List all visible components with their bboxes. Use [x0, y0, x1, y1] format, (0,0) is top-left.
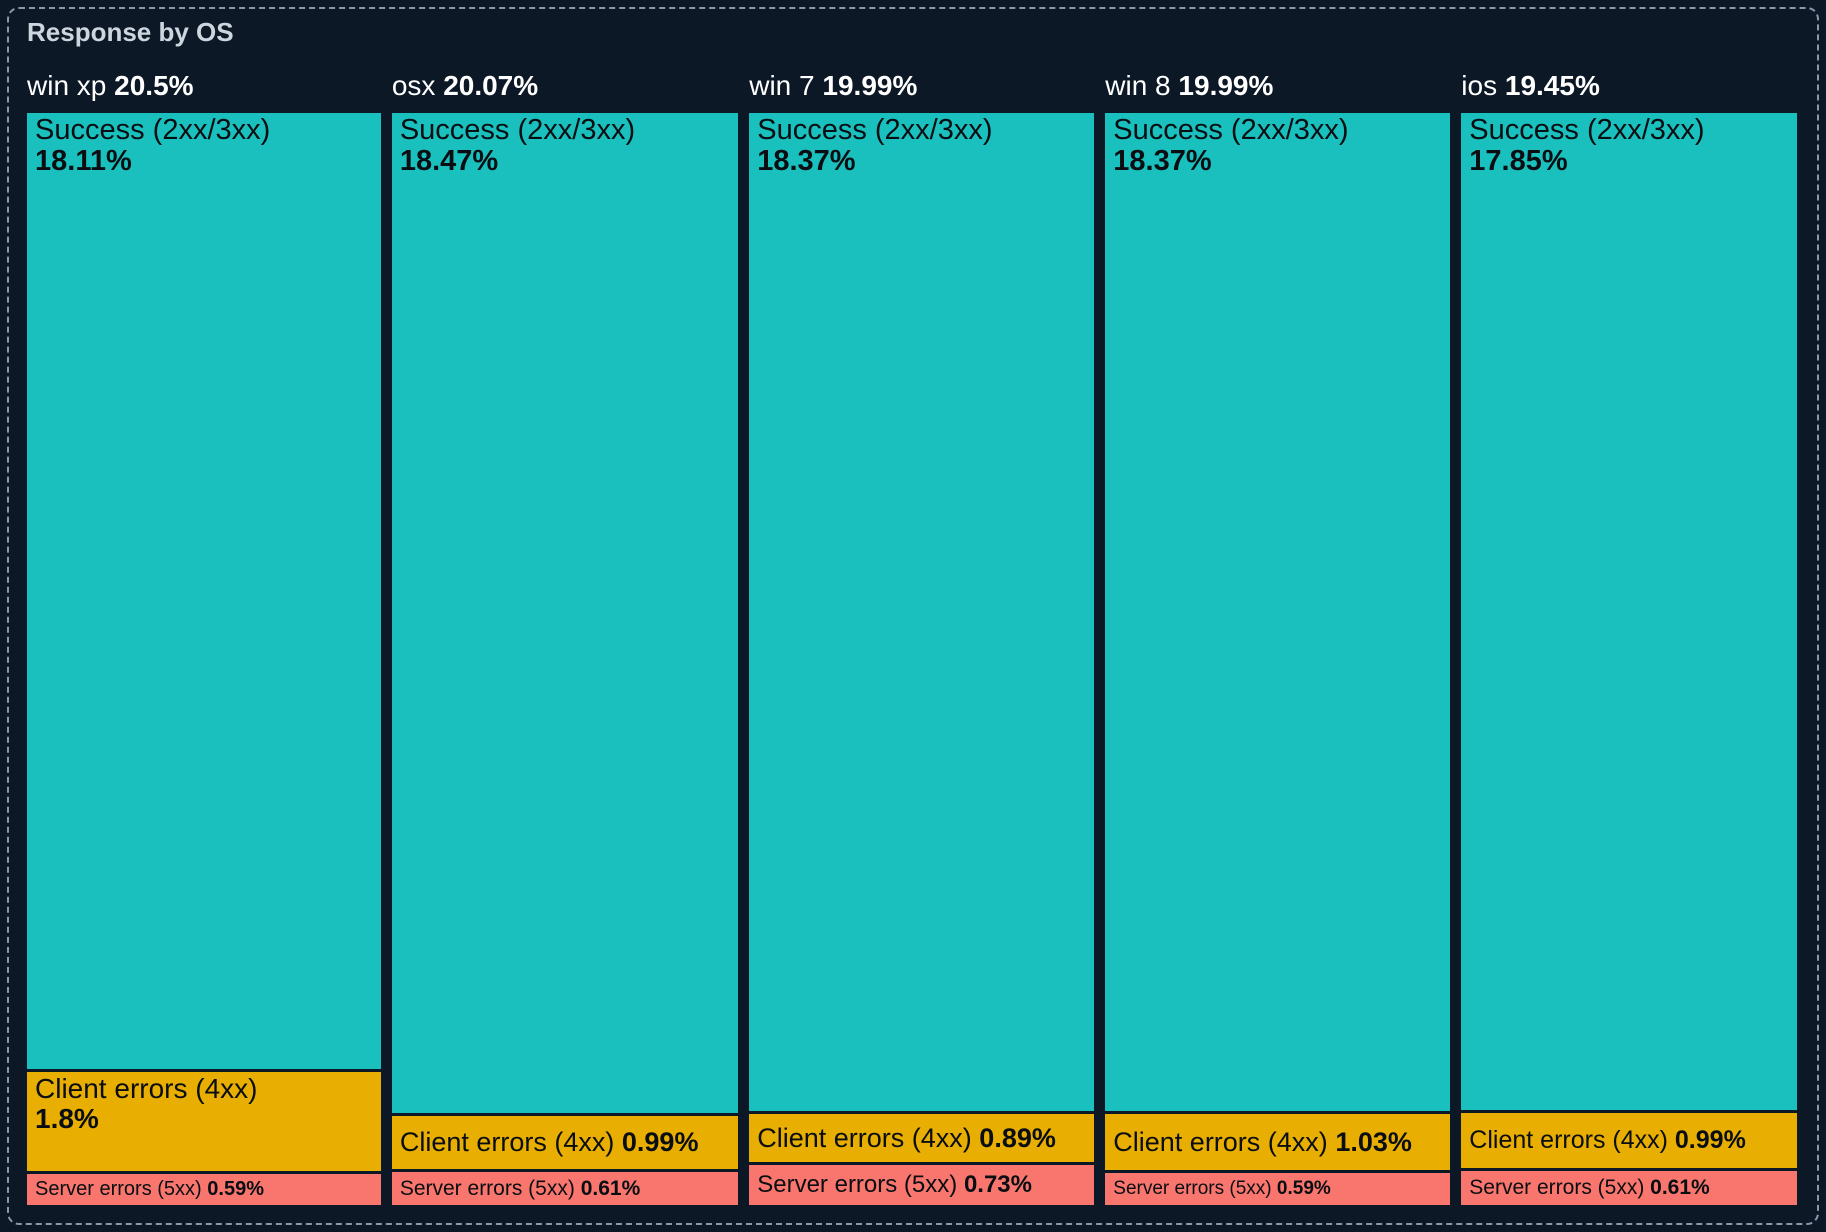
segment-value: 1.03% — [1335, 1126, 1412, 1157]
segment-name: Success (2xx/3xx) — [757, 114, 993, 146]
os-share-value: 19.99% — [822, 70, 918, 101]
segment-success-win-8[interactable]: Success (2xx/3xx) 18.37% — [1105, 113, 1451, 1112]
segment-label: Server errors (5xx) 0.59% — [35, 1178, 373, 1201]
segment-name: Server errors (5xx) — [1113, 1178, 1272, 1200]
segment-value: 17.85% — [1469, 145, 1568, 177]
os-share-value: 20.07% — [443, 70, 539, 101]
segment-name: Client errors (4xx) — [399, 1126, 615, 1157]
segment-success-ios[interactable]: Success (2xx/3xx) 17.85% — [1461, 113, 1797, 1110]
segment-label: Server errors (5xx) 0.73% — [757, 1171, 1086, 1199]
os-name: win 8 — [1105, 70, 1171, 101]
segment-server-errors-ios[interactable]: Server errors (5xx) 0.61% — [1461, 1171, 1797, 1206]
segment-name: Success (2xx/3xx) — [35, 114, 271, 146]
segment-value: 18.47% — [399, 145, 499, 177]
os-name: osx — [391, 70, 436, 101]
os-share-value: 19.99% — [1178, 70, 1274, 101]
segment-name: Client errors (4xx) — [1113, 1126, 1328, 1157]
segment-client-errors-osx[interactable]: Client errors (4xx) 0.99% — [391, 1115, 739, 1170]
segment-name: Success (2xx/3xx) — [399, 114, 636, 146]
segment-name: Client errors (4xx) — [35, 1073, 258, 1105]
segment-label: Client errors (4xx) 0.99% — [400, 1127, 730, 1158]
os-share-value: 19.45% — [1504, 70, 1600, 101]
os-share-value: 20.5% — [114, 70, 194, 101]
segment-client-errors-win-8[interactable]: Client errors (4xx) 1.03% — [1105, 1114, 1451, 1171]
segment-value: 0.61% — [1650, 1176, 1710, 1200]
segment-name: Client errors (4xx) — [1469, 1126, 1668, 1155]
segment-name: Success (2xx/3xx) — [1469, 114, 1705, 146]
segment-label: Server errors (5xx) 0.59% — [1113, 1178, 1442, 1200]
os-label-ios: ios 19.45% — [1461, 69, 1797, 103]
segment-server-errors-win-xp[interactable]: Server errors (5xx) 0.59% — [27, 1173, 381, 1206]
panel-title[interactable]: Response by OS — [27, 17, 234, 47]
segment-client-errors-win-xp[interactable]: Client errors (4xx) 1.8% — [27, 1072, 381, 1171]
segment-server-errors-win-7[interactable]: Server errors (5xx) 0.73% — [749, 1165, 1095, 1205]
segment-label: Client errors (4xx) 1.03% — [1113, 1127, 1442, 1158]
segment-value: 1.8% — [35, 1103, 99, 1135]
os-name: win 7 — [749, 70, 815, 101]
segment-success-win-xp[interactable]: Success (2xx/3xx) 18.11% — [27, 113, 381, 1070]
segment-label: Server errors (5xx) 0.61% — [400, 1177, 730, 1201]
segment-value: 18.11% — [35, 145, 132, 177]
segment-name: Server errors (5xx) — [757, 1171, 958, 1199]
os-segment-stack: Success (2xx/3xx) 18.37% Client errors (4x… — [1105, 113, 1451, 1205]
segment-name: Server errors (5xx) — [35, 1178, 202, 1200]
os-label-osx: osx 20.07% — [392, 69, 738, 103]
segment-server-errors-win-8[interactable]: Server errors (5xx) 0.59% — [1105, 1173, 1451, 1205]
os-label-win-8: win 8 19.99% — [1105, 69, 1450, 103]
response-by-os-treemap: win xp 20.5% Success (2xx/3xx) 18.11% Clien… — [27, 69, 1797, 1206]
segment-value: 0.59% — [207, 1178, 264, 1200]
os-column-win-8: win 8 19.99% Success (2xx/3xx) 18.37% Clien… — [1105, 69, 1451, 1205]
os-column-win-xp: win xp 20.5% Success (2xx/3xx) 18.11% Clien… — [27, 69, 381, 1206]
segment-value: 0.99% — [1674, 1126, 1746, 1155]
segment-value: 0.59% — [1276, 1178, 1331, 1200]
segment-value: 0.61% — [580, 1176, 641, 1200]
os-column-win-7: win 7 19.99% Success (2xx/3xx) 18.37% Clien… — [749, 69, 1095, 1205]
os-label-win-xp: win xp 20.5% — [27, 69, 381, 103]
segment-value: 0.99% — [621, 1126, 699, 1157]
segment-value: 0.89% — [979, 1122, 1056, 1153]
segment-success-osx[interactable]: Success (2xx/3xx) 18.47% — [391, 113, 739, 1113]
os-column-ios: ios 19.45% Success (2xx/3xx) 17.85% Client … — [1461, 69, 1797, 1206]
segment-label: Client errors (4xx) 0.99% — [1469, 1126, 1789, 1155]
os-name: win xp — [27, 70, 107, 101]
os-label-win-7: win 7 19.99% — [749, 69, 1094, 103]
segment-label: Server errors (5xx) 0.61% — [1469, 1176, 1789, 1200]
segment-client-errors-ios[interactable]: Client errors (4xx) 0.99% — [1461, 1113, 1797, 1169]
os-column-osx: osx 20.07% Success (2xx/3xx) 18.47% Client … — [391, 69, 739, 1205]
segment-name: Server errors (5xx) — [1469, 1176, 1645, 1200]
segment-label: Client errors (4xx) 0.89% — [757, 1123, 1086, 1154]
segment-success-win-7[interactable]: Success (2xx/3xx) 18.37% — [749, 113, 1095, 1112]
segment-value: 0.73% — [963, 1171, 1032, 1199]
segment-value: 18.37% — [1113, 145, 1212, 177]
os-segment-stack: Success (2xx/3xx) 18.11% Client errors (4x… — [27, 113, 381, 1206]
segment-server-errors-osx[interactable]: Server errors (5xx) 0.61% — [391, 1172, 739, 1205]
segment-client-errors-win-7[interactable]: Client errors (4xx) 0.89% — [749, 1114, 1095, 1163]
segment-value: 18.37% — [757, 145, 856, 177]
os-segment-stack: Success (2xx/3xx) 18.47% Client errors (4x… — [391, 113, 739, 1205]
os-name: ios — [1461, 70, 1498, 101]
os-segment-stack: Success (2xx/3xx) 17.85% Client errors (4x… — [1461, 113, 1797, 1206]
os-segment-stack: Success (2xx/3xx) 18.37% Client errors (4x… — [749, 113, 1095, 1205]
segment-name: Client errors (4xx) — [757, 1122, 972, 1153]
segment-name: Server errors (5xx) — [399, 1176, 575, 1200]
segment-name: Success (2xx/3xx) — [1113, 114, 1349, 146]
